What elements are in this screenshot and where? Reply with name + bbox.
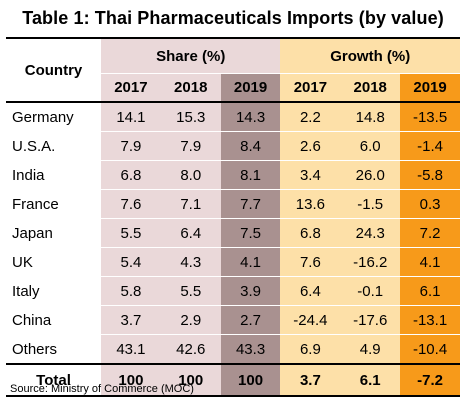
table-row: France 7.6 7.1 7.7 13.6 -1.5 0.3 [6, 189, 460, 219]
growth-cell: 14.8 [340, 102, 401, 132]
share-cell: 4.3 [160, 247, 221, 277]
share-cell: 7.5 [220, 218, 281, 248]
country-cell: India [6, 160, 101, 190]
share-cell: 14.3 [220, 102, 281, 132]
share-cell: 4.1 [220, 247, 281, 277]
share-cell: 8.4 [220, 131, 281, 161]
share-cell: 8.0 [160, 160, 221, 190]
country-cell: Others [6, 334, 101, 365]
growth-cell: 6.0 [340, 131, 401, 161]
growth-cell: 13.6 [280, 189, 341, 219]
growth-cell: 0.3 [400, 189, 460, 219]
share-year-header: 2019 [220, 73, 281, 103]
table-row: U.S.A. 7.9 7.9 8.4 2.6 6.0 -1.4 [6, 131, 460, 161]
growth-cell: 7.2 [400, 218, 460, 248]
growth-cell: -0.1 [340, 276, 401, 306]
country-cell: UK [6, 247, 101, 277]
share-cell: 2.7 [220, 305, 281, 335]
share-cell: 5.4 [101, 247, 161, 277]
total-row: Total 100 100 100 3.7 6.1 -7.2 [6, 363, 460, 397]
share-cell: 43.1 [101, 334, 161, 365]
growth-year-header: 2018 [340, 73, 401, 103]
growth-cell: -13.5 [400, 102, 460, 132]
country-cell: U.S.A. [6, 131, 101, 161]
country-cell: Japan [6, 218, 101, 248]
share-cell: 3.7 [101, 305, 161, 335]
total-share-cell: 100 [220, 363, 281, 397]
table-row: India 6.8 8.0 8.1 3.4 26.0 -5.8 [6, 160, 460, 190]
share-group-header: Share (%) [101, 37, 281, 74]
share-cell: 7.9 [101, 131, 161, 161]
growth-cell: 6.9 [280, 334, 341, 365]
share-cell: 7.9 [160, 131, 221, 161]
share-cell: 14.1 [101, 102, 161, 132]
table-row: China 3.7 2.9 2.7 -24.4 -17.6 -13.1 [6, 305, 460, 335]
growth-cell: -17.6 [340, 305, 401, 335]
growth-cell: -1.5 [340, 189, 401, 219]
country-cell: Italy [6, 276, 101, 306]
share-cell: 7.6 [101, 189, 161, 219]
growth-cell: -5.8 [400, 160, 460, 190]
share-cell: 15.3 [160, 102, 221, 132]
growth-cell: 2.2 [280, 102, 341, 132]
share-cell: 6.8 [101, 160, 161, 190]
total-growth-cell: 3.7 [280, 363, 341, 397]
growth-cell: -10.4 [400, 334, 460, 365]
table-title: Table 1: Thai Pharmaceuticals Imports (b… [22, 8, 444, 28]
table-row: UK 5.4 4.3 4.1 7.6 -16.2 4.1 [6, 247, 460, 277]
growth-cell: -24.4 [280, 305, 341, 335]
share-cell: 6.4 [160, 218, 221, 248]
total-growth-cell: 6.1 [340, 363, 401, 397]
total-growth-cell: -7.2 [400, 363, 460, 397]
share-cell: 7.1 [160, 189, 221, 219]
growth-year-header: 2019 [400, 73, 460, 103]
table-row: Germany 14.1 15.3 14.3 2.2 14.8 -13.5 [6, 102, 460, 132]
share-year-header: 2018 [160, 73, 221, 103]
growth-cell: 6.1 [400, 276, 460, 306]
country-cell: Germany [6, 102, 101, 132]
growth-group-header: Growth (%) [280, 37, 460, 74]
total-label: Total [6, 363, 101, 397]
share-cell: 5.5 [101, 218, 161, 248]
growth-cell: 6.4 [280, 276, 341, 306]
total-share-cell: 100 [101, 363, 161, 397]
growth-cell: 26.0 [340, 160, 401, 190]
growth-cell: 4.9 [340, 334, 401, 365]
table-row: Others 43.1 42.6 43.3 6.9 4.9 -10.4 [6, 334, 460, 365]
share-cell: 7.7 [220, 189, 281, 219]
share-year-header: 2017 [101, 73, 161, 103]
growth-year-header: 2017 [280, 73, 341, 103]
growth-cell: -1.4 [400, 131, 460, 161]
total-share-cell: 100 [160, 363, 221, 397]
growth-cell: 3.4 [280, 160, 341, 190]
country-column-header: Country [6, 37, 101, 103]
share-cell: 42.6 [160, 334, 221, 365]
share-cell: 5.8 [101, 276, 161, 306]
growth-cell: 2.6 [280, 131, 341, 161]
imports-table: Country Share (%) Growth (%) 2017 2018 2… [6, 37, 460, 397]
share-cell: 8.1 [220, 160, 281, 190]
share-cell: 2.9 [160, 305, 221, 335]
growth-cell: 24.3 [340, 218, 401, 248]
share-cell: 5.5 [160, 276, 221, 306]
growth-cell: 7.6 [280, 247, 341, 277]
growth-cell: -16.2 [340, 247, 401, 277]
growth-cell: 4.1 [400, 247, 460, 277]
country-cell: China [6, 305, 101, 335]
country-cell: France [6, 189, 101, 219]
table-row: Italy 5.8 5.5 3.9 6.4 -0.1 6.1 [6, 276, 460, 306]
share-cell: 43.3 [220, 334, 281, 365]
table-row: Japan 5.5 6.4 7.5 6.8 24.3 7.2 [6, 218, 460, 248]
source-note: Source: Ministry of Commerce (MOC) [10, 383, 194, 395]
growth-cell: 6.8 [280, 218, 341, 248]
share-cell: 3.9 [220, 276, 281, 306]
growth-cell: -13.1 [400, 305, 460, 335]
